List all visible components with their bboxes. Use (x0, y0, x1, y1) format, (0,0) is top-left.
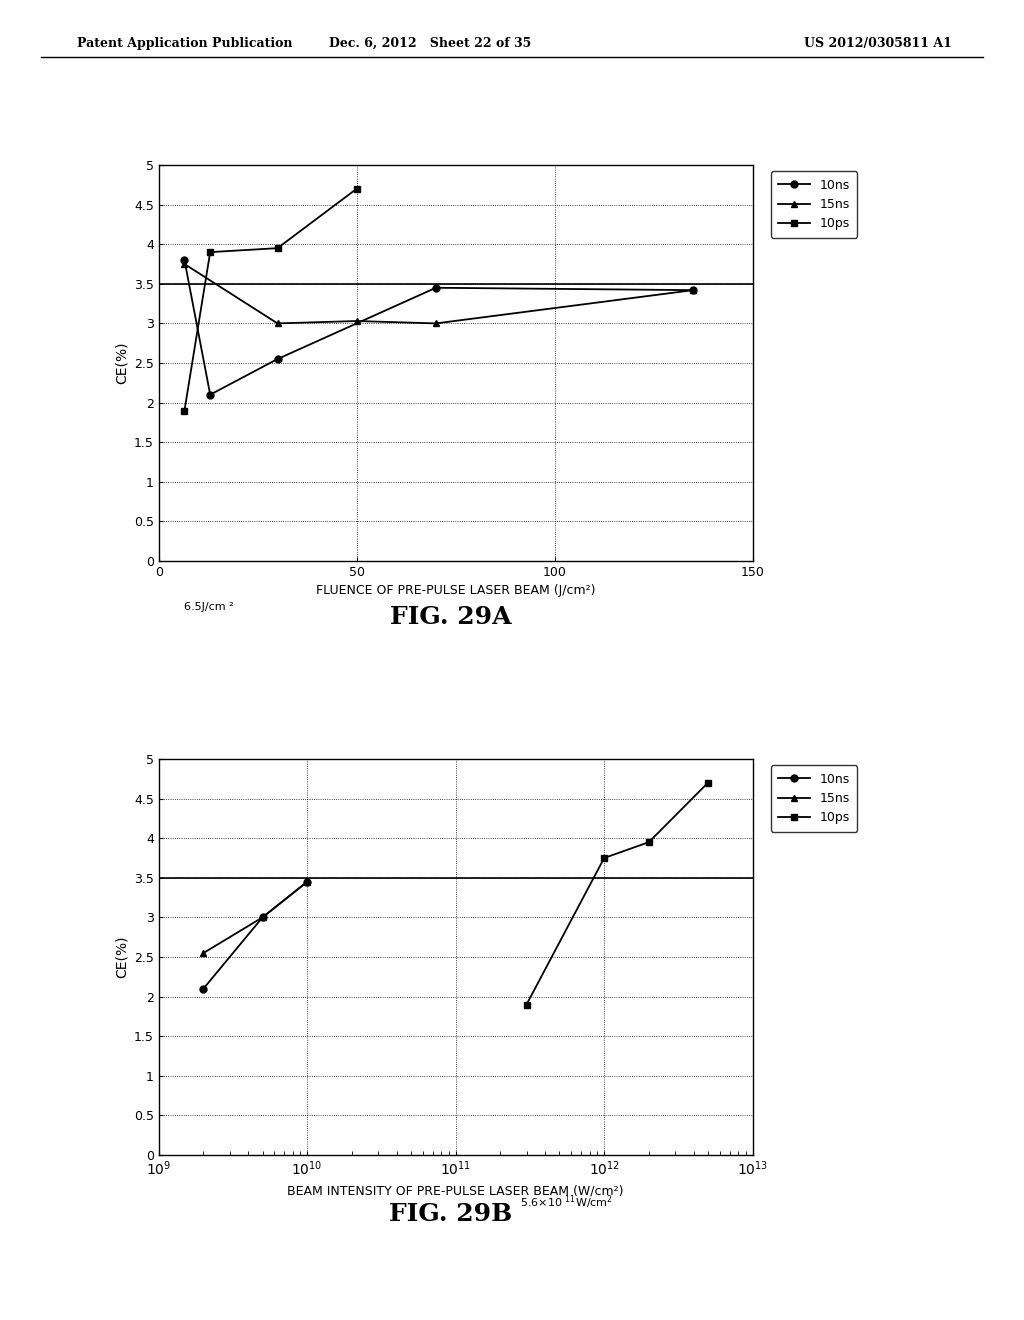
10ns (198, 981, 210, 997)
10ps (520, 997, 532, 1012)
Text: US 2012/0305811 A1: US 2012/0305811 A1 (805, 37, 952, 50)
10ns (256, 909, 268, 925)
10ps (271, 240, 284, 256)
Y-axis label: CE(%): CE(%) (115, 936, 128, 978)
15ns (687, 282, 699, 298)
Y-axis label: CE(%): CE(%) (115, 342, 128, 384)
10ps (178, 403, 190, 418)
Text: FIG. 29A: FIG. 29A (390, 606, 511, 630)
Line: 10ns: 10ns (200, 878, 310, 993)
Text: 6.5J/cm ²: 6.5J/cm ² (184, 602, 234, 612)
10ns (271, 351, 284, 367)
10ps (350, 181, 362, 197)
Line: 10ns: 10ns (181, 256, 696, 399)
10ps (701, 775, 714, 791)
Line: 15ns: 15ns (200, 878, 310, 957)
Line: 15ns: 15ns (181, 260, 696, 327)
Line: 10ps: 10ps (523, 779, 712, 1008)
Text: Patent Application Publication: Patent Application Publication (77, 37, 292, 50)
X-axis label: FLUENCE OF PRE-PULSE LASER BEAM (J/cm²): FLUENCE OF PRE-PULSE LASER BEAM (J/cm²) (316, 585, 595, 598)
15ns (430, 315, 442, 331)
10ns (687, 282, 699, 298)
10ns (301, 874, 313, 890)
15ns (271, 315, 284, 331)
X-axis label: BEAM INTENSITY OF PRE-PULSE LASER BEAM (W/cm²): BEAM INTENSITY OF PRE-PULSE LASER BEAM (… (288, 1184, 624, 1197)
15ns (301, 874, 313, 890)
Legend: 10ns, 15ns, 10ps: 10ns, 15ns, 10ps (771, 172, 857, 238)
10ps (204, 244, 216, 260)
15ns (350, 313, 362, 329)
10ns (178, 252, 190, 268)
15ns (198, 945, 210, 961)
10ps (598, 850, 610, 866)
Text: Dec. 6, 2012   Sheet 22 of 35: Dec. 6, 2012 Sheet 22 of 35 (329, 37, 531, 50)
10ns (204, 387, 216, 403)
Legend: 10ns, 15ns, 10ps: 10ns, 15ns, 10ps (771, 766, 857, 832)
10ps (643, 834, 655, 850)
15ns (178, 256, 190, 272)
10ns (430, 280, 442, 296)
Text: FIG. 29B: FIG. 29B (389, 1203, 512, 1226)
Text: 5.6$\times$10 $^{11}$W/cm$^2$: 5.6$\times$10 $^{11}$W/cm$^2$ (520, 1193, 613, 1210)
Line: 10ps: 10ps (181, 185, 360, 414)
15ns (256, 909, 268, 925)
